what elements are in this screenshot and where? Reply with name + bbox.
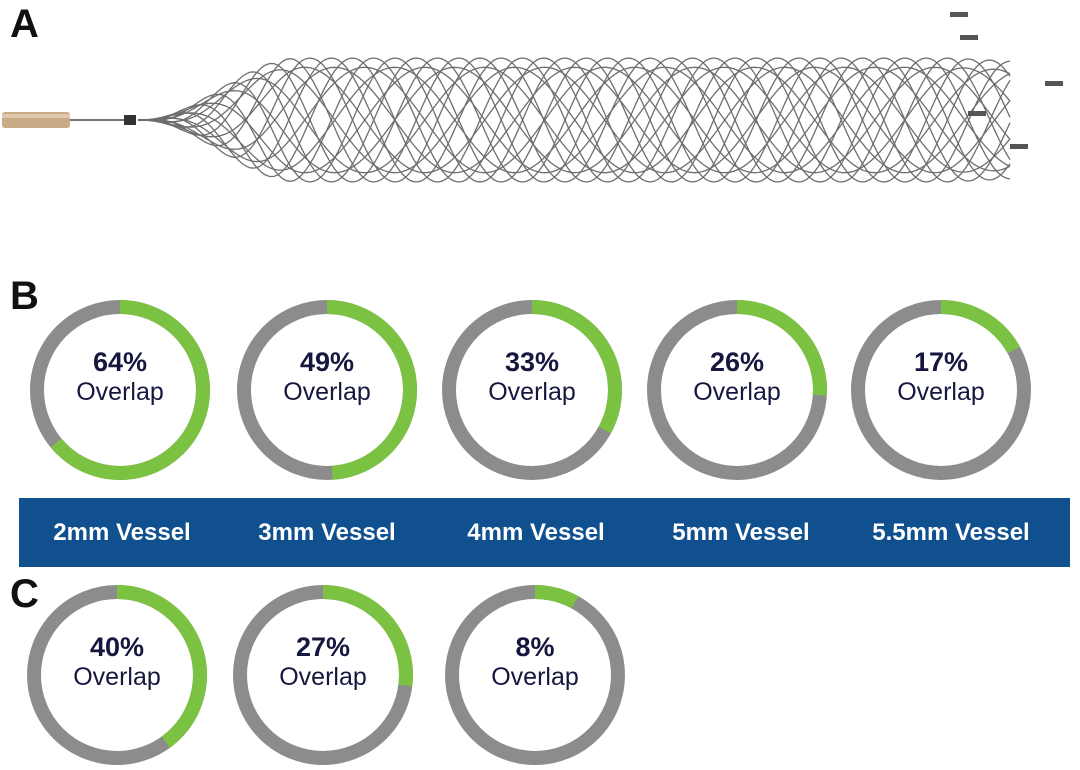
overlap-percentage: 8%: [515, 632, 555, 662]
stent-wire: [138, 57, 1011, 183]
overlap-arc: [736, 300, 827, 396]
stent-wire: [138, 57, 1011, 183]
marker-tip: [1010, 144, 1028, 149]
overlap-percentage: 64%: [92, 347, 148, 377]
stent-wire: [138, 66, 1011, 174]
overlap-label: Overlap: [897, 378, 985, 406]
overlap-arc: [50, 300, 210, 480]
stent-wire: [138, 57, 1011, 183]
overlap-ring-2mm: 64% Overlap: [25, 295, 215, 485]
overlap-ring-c2: 27% Overlap: [228, 580, 418, 770]
overlap-arc: [534, 585, 579, 609]
marker-tip: [968, 111, 986, 116]
stent-retriever-illustration: [2, 12, 1063, 183]
stent-wire: [138, 57, 1011, 183]
stent-wire: [138, 66, 1011, 174]
overlap-arc: [531, 300, 622, 434]
vessel-label-4mm: 4mm Vessel: [467, 519, 605, 546]
marker-tip: [1045, 81, 1063, 86]
overlap-percentage: 26%: [709, 347, 765, 377]
overlap-ring-3mm: 49% Overlap: [232, 295, 422, 485]
overlap-label: Overlap: [283, 378, 371, 406]
overlap-label: Overlap: [491, 663, 579, 691]
stent-wire: [138, 66, 1011, 174]
overlap-ring-5-5mm: 17% Overlap: [846, 295, 1036, 485]
overlap-percentage: 33%: [504, 347, 560, 377]
overlap-percentage: 49%: [299, 347, 355, 377]
overlap-percentage: 27%: [295, 632, 351, 662]
vessel-size-band: 2mm Vessel 3mm Vessel 4mm Vessel 5mm Ves…: [19, 498, 1070, 567]
marker-tip: [950, 12, 968, 17]
overlap-label: Overlap: [488, 378, 576, 406]
overlap-ring-c1: 40% Overlap: [22, 580, 212, 770]
stent-wire: [138, 66, 1011, 174]
overlap-ring-5mm: 26% Overlap: [642, 295, 832, 485]
stent-wire: [138, 66, 1011, 174]
stent-mesh: [138, 57, 1011, 183]
marker-tip: [960, 35, 978, 40]
overlap-ring-4mm: 33% Overlap: [437, 295, 627, 485]
overlap-label: Overlap: [279, 663, 367, 691]
overlap-label: Overlap: [76, 378, 164, 406]
overlap-label: Overlap: [693, 378, 781, 406]
overlap-ring-c3: 8% Overlap: [440, 580, 630, 770]
panel-label-c: C: [10, 572, 39, 616]
overlap-percentage: 17%: [913, 347, 969, 377]
vessel-label-2mm: 2mm Vessel: [53, 519, 191, 546]
vessel-label-3mm: 3mm Vessel: [258, 519, 396, 546]
vessel-label-5mm: 5mm Vessel: [672, 519, 810, 546]
overlap-arc: [326, 300, 418, 480]
overlap-label: Overlap: [73, 663, 161, 691]
stent-wire: [138, 66, 1011, 174]
overlap-arc: [116, 585, 207, 748]
overlap-arc: [940, 300, 1020, 354]
panel-label-a: A: [10, 2, 39, 46]
delivery-wire: [2, 112, 136, 128]
vessel-label-5-5mm: 5.5mm Vessel: [872, 519, 1030, 546]
overlap-percentage: 40%: [89, 632, 145, 662]
stent-wire: [138, 66, 1011, 174]
panel-label-b: B: [10, 274, 39, 318]
overlap-arc: [322, 585, 413, 687]
stent-wire: [138, 57, 1011, 183]
radiopaque-markers: [950, 12, 1063, 149]
